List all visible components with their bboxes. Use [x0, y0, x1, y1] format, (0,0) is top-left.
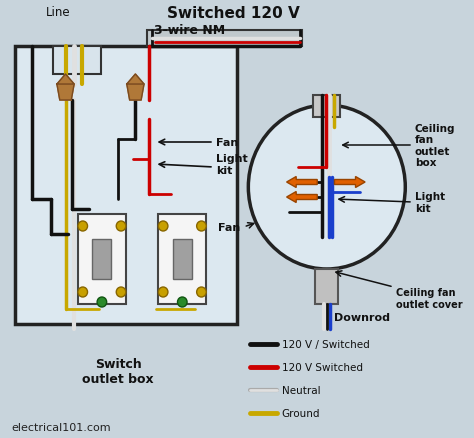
Bar	[15, 47, 237, 324]
Text: Switched 120 V: Switched 120 V	[167, 6, 300, 21]
Polygon shape	[57, 75, 74, 85]
Bar	[53, 47, 101, 75]
Polygon shape	[57, 85, 74, 101]
Circle shape	[197, 287, 206, 297]
Text: 3-wire NM: 3-wire NM	[155, 24, 226, 36]
Text: Downrod: Downrod	[335, 312, 391, 322]
Polygon shape	[127, 75, 144, 85]
Circle shape	[116, 287, 126, 297]
Text: Light
kit: Light kit	[216, 154, 247, 175]
Text: Fan: Fan	[216, 138, 238, 148]
Text: Line: Line	[46, 6, 70, 18]
Bar	[173, 240, 192, 279]
Text: 120 V / Switched: 120 V / Switched	[282, 339, 370, 349]
Text: Ceiling fan
outlet cover: Ceiling fan outlet cover	[396, 287, 462, 309]
Circle shape	[197, 222, 206, 231]
Circle shape	[177, 297, 187, 307]
Circle shape	[116, 222, 126, 231]
Text: Switch
outlet box: Switch outlet box	[82, 357, 154, 385]
FancyArrow shape	[287, 192, 317, 203]
Text: 120 V Switched: 120 V Switched	[282, 362, 363, 372]
Circle shape	[78, 287, 88, 297]
FancyArrow shape	[335, 177, 365, 188]
Circle shape	[248, 106, 405, 269]
Text: Ceiling
fan
outlet
box: Ceiling fan outlet box	[415, 124, 456, 168]
Polygon shape	[127, 85, 144, 101]
Bar	[313, 96, 340, 118]
Bar	[315, 269, 338, 304]
Circle shape	[78, 222, 88, 231]
Text: Light
kit: Light kit	[415, 192, 445, 213]
Bar	[158, 215, 206, 304]
Text: electrical101.com: electrical101.com	[11, 422, 110, 432]
Text: Ground: Ground	[282, 408, 320, 418]
Text: Fan: Fan	[219, 223, 241, 233]
FancyArrow shape	[287, 177, 317, 188]
Circle shape	[158, 222, 168, 231]
Circle shape	[97, 297, 107, 307]
Bar	[78, 215, 126, 304]
Text: Neutral: Neutral	[282, 385, 320, 395]
Bar	[92, 240, 111, 279]
Circle shape	[158, 287, 168, 297]
Bar	[147, 31, 302, 47]
